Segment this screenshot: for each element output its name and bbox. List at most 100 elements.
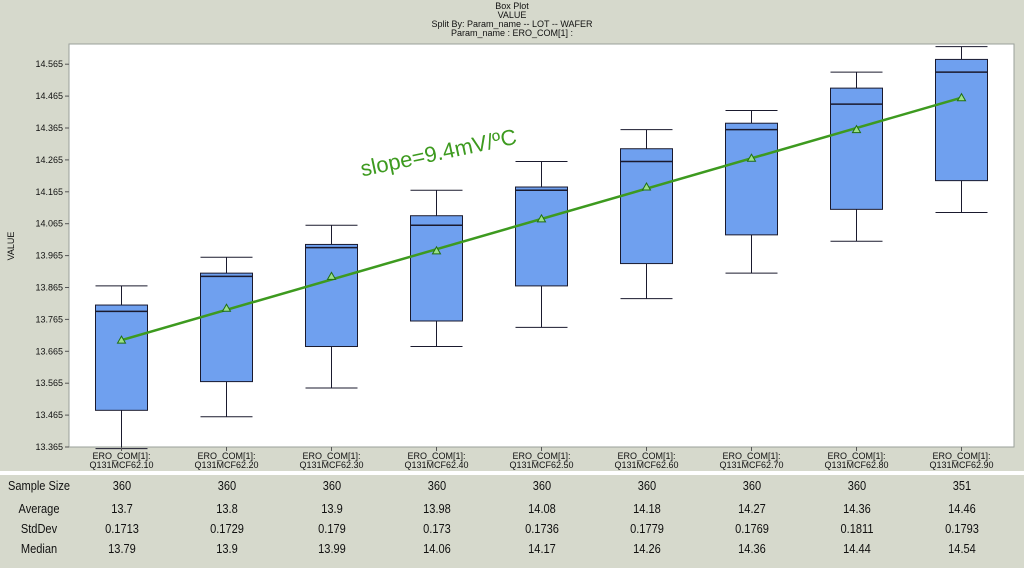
stats-cell: 13.98 xyxy=(422,501,451,516)
stats-row-label: Sample Size xyxy=(7,478,71,493)
y-tick-label: 13.765 xyxy=(35,314,63,324)
x-tick-label-line2: Q131MCF62.70 xyxy=(719,460,783,470)
y-tick-label: 13.665 xyxy=(35,346,63,356)
mean-marker xyxy=(641,182,652,191)
y-tick-label: 14.365 xyxy=(35,123,63,133)
stats-cell: 13.79 xyxy=(107,541,136,556)
stats-cell: 360 xyxy=(847,478,866,493)
x-axis: ERO_COM[1]:Q131MCF62.10ERO_COM[1]:Q131MC… xyxy=(89,447,994,470)
box-plot-chart: 13.365 13.465 13.565 13.665 13.765 13.865 13.9… xyxy=(6,43,1015,470)
x-tick-label-line2: Q131MCF62.90 xyxy=(929,460,993,470)
mean-marker xyxy=(746,153,757,162)
x-tick-label-line2: Q131MCF62.80 xyxy=(824,460,888,470)
mean-marker xyxy=(221,303,232,312)
y-axis-label: VALUE xyxy=(6,232,16,261)
y-tick-label: 14.265 xyxy=(35,155,63,165)
x-tick-label-line1: ERO_COM[1]: xyxy=(827,451,885,461)
x-tick-label-line1: ERO_COM[1]: xyxy=(722,451,780,461)
stats-cell: 14.46 xyxy=(947,501,976,516)
stats-cell: 0.1769 xyxy=(734,521,769,536)
mean-marker xyxy=(326,271,337,280)
stats-row-label: Median xyxy=(20,541,58,556)
box-iqr xyxy=(95,304,148,411)
stats-row-sample-size: Sample Size 360 360 360 360 360 360 360 360 351 xyxy=(0,478,1024,497)
stats-cell: 360 xyxy=(112,478,131,493)
stats-cell: 14.17 xyxy=(527,541,556,556)
stats-table: Sample Size 360 360 360 360 360 360 360 360 351 Av… xyxy=(0,476,1024,568)
box-iqr xyxy=(725,122,778,236)
stats-cell: 14.27 xyxy=(737,501,766,516)
stats-cell: 13.9 xyxy=(215,541,238,556)
y-tick-label: 13.565 xyxy=(35,378,63,388)
box-iqr xyxy=(830,87,883,210)
stats-cell: 13.7 xyxy=(110,501,133,516)
chart-titles: Box Plot VALUE Split By: Param_name -- L… xyxy=(0,2,1024,38)
stats-cell: 0.179 xyxy=(317,521,346,536)
stats-cell: 0.1713 xyxy=(104,521,139,536)
chart-subtitle-value: VALUE xyxy=(497,10,527,20)
mean-marker xyxy=(536,213,547,223)
table-divider xyxy=(0,471,1024,475)
stats-row-label: StdDev xyxy=(20,521,58,536)
x-tick-label-line1: ERO_COM[1]: xyxy=(932,451,990,461)
y-tick-label: 14.465 xyxy=(35,91,63,101)
stats-cell: 360 xyxy=(322,478,341,493)
x-tick-label-line2: Q131MCF62.30 xyxy=(299,460,363,470)
y-tick-label: 14.065 xyxy=(35,219,63,229)
x-tick-label-line1: ERO_COM[1]: xyxy=(197,451,255,461)
stats-cell: 0.1811 xyxy=(840,521,873,536)
box-iqr xyxy=(935,58,988,182)
x-tick-label-line1: ERO_COM[1]: xyxy=(407,451,465,461)
stats-cell: 14.18 xyxy=(632,501,661,516)
box-5 xyxy=(515,160,568,328)
y-tick-label: 14.565 xyxy=(35,59,63,69)
stats-cell: 13.8 xyxy=(215,501,238,516)
stats-row-median: Median 13.79 13.9 13.99 14.06 14.17 14.26 14.36… xyxy=(0,541,1024,560)
box-iqr xyxy=(305,243,358,348)
box-iqr xyxy=(410,215,463,322)
y-tick-label: 14.165 xyxy=(35,187,63,197)
x-tick-label-line1: ERO_COM[1]: xyxy=(92,451,150,461)
stats-cell: 0.1779 xyxy=(629,521,664,536)
stats-cell: 14.08 xyxy=(527,501,556,516)
stats-cell: 14.06 xyxy=(422,541,451,556)
stats-cell: 14.54 xyxy=(947,541,976,556)
x-tick-label-line1: ERO_COM[1]: xyxy=(512,451,570,461)
stats-cell: 13.99 xyxy=(317,541,346,556)
stats-cell: 360 xyxy=(532,478,551,493)
stats-cell: 0.1793 xyxy=(944,521,979,536)
chart-title: Box Plot xyxy=(495,1,529,11)
mean-markers xyxy=(116,92,967,344)
box-3 xyxy=(305,224,358,389)
stats-cell: 14.36 xyxy=(737,541,766,556)
x-tick-label-line2: Q131MCF62.10 xyxy=(89,460,153,470)
x-tick-label-line2: Q131MCF62.60 xyxy=(614,460,678,470)
x-tick-label-line2: Q131MCF62.40 xyxy=(404,460,468,470)
x-tick-label-line1: ERO_COM[1]: xyxy=(617,451,675,461)
y-axis: 13.365 13.465 13.565 13.665 13.765 13.865 13.9… xyxy=(35,59,69,452)
stats-cell: 360 xyxy=(427,478,446,493)
chart-subtitle-split: Split By: Param_name -- LOT -- WAFER xyxy=(431,19,593,29)
box-iqr xyxy=(620,148,673,265)
mean-marker xyxy=(851,124,862,134)
box-7 xyxy=(725,109,778,274)
box-series xyxy=(95,46,988,450)
x-tick-label-line2: Q131MCF62.20 xyxy=(194,460,258,470)
x-tick-label-line2: Q131MCF62.50 xyxy=(509,460,573,470)
stats-cell: 0.1736 xyxy=(524,521,559,536)
stats-cell: 360 xyxy=(637,478,656,493)
stats-cell: 0.1729 xyxy=(209,521,244,536)
stats-cell: 14.44 xyxy=(842,541,871,556)
chart-subtitle-param: Param_name : ERO_COM[1] : xyxy=(450,28,574,38)
x-tick-label-line1: ERO_COM[1]: xyxy=(302,451,360,461)
stats-cell: 351 xyxy=(952,478,971,493)
stats-row-average: Average 13.7 13.8 13.9 13.98 14.08 14.18 14.27 1… xyxy=(0,501,1024,520)
y-tick-label: 13.365 xyxy=(35,442,63,452)
y-tick-label: 13.865 xyxy=(35,283,63,293)
box-2 xyxy=(200,256,253,418)
y-tick-label: 13.465 xyxy=(35,410,63,420)
box-1 xyxy=(95,285,148,450)
stats-row-label: Average xyxy=(18,501,60,516)
mean-marker xyxy=(956,92,967,102)
box-iqr xyxy=(515,186,568,287)
